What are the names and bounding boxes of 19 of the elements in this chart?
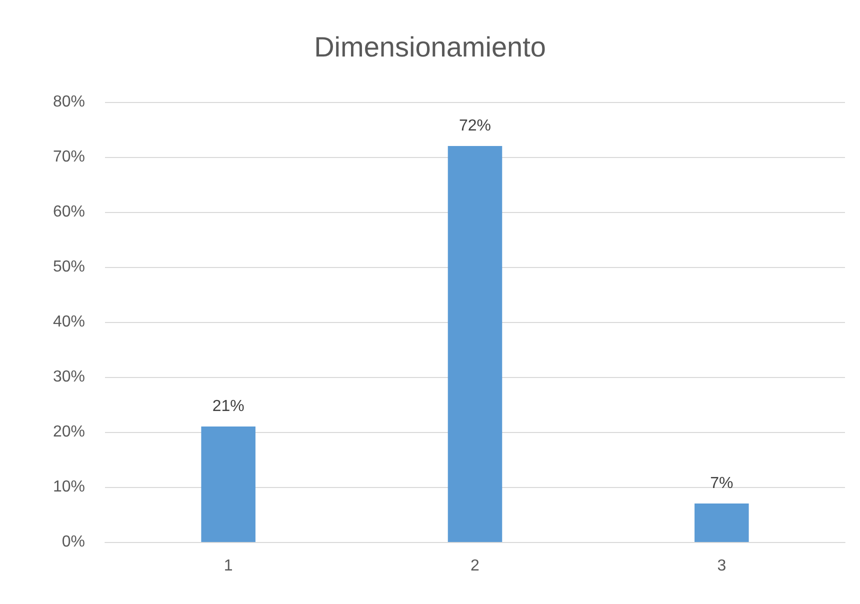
y-tick-label: 60% xyxy=(52,204,85,220)
x-tick-label: 1 xyxy=(224,558,233,574)
x-tick-label: 2 xyxy=(470,558,480,574)
data-label: 21% xyxy=(212,398,244,415)
y-tick-label: 10% xyxy=(52,478,85,496)
y-tick-label: 50% xyxy=(52,258,85,276)
y-tick-label: 20% xyxy=(52,424,85,440)
data-label: 72% xyxy=(458,118,492,134)
bar xyxy=(201,426,256,542)
bar xyxy=(448,146,502,542)
x-tick-label: 3 xyxy=(717,558,726,574)
y-tick-label: 80% xyxy=(52,94,85,110)
bar xyxy=(694,504,749,542)
y-tick-label: 30% xyxy=(52,368,85,386)
y-tick-label: 0% xyxy=(62,534,85,550)
y-tick-label: 40% xyxy=(52,314,85,330)
chart-title: Dimensionamiento xyxy=(314,32,546,62)
data-label: 7% xyxy=(710,475,734,492)
y-tick-label: 70% xyxy=(52,148,85,166)
